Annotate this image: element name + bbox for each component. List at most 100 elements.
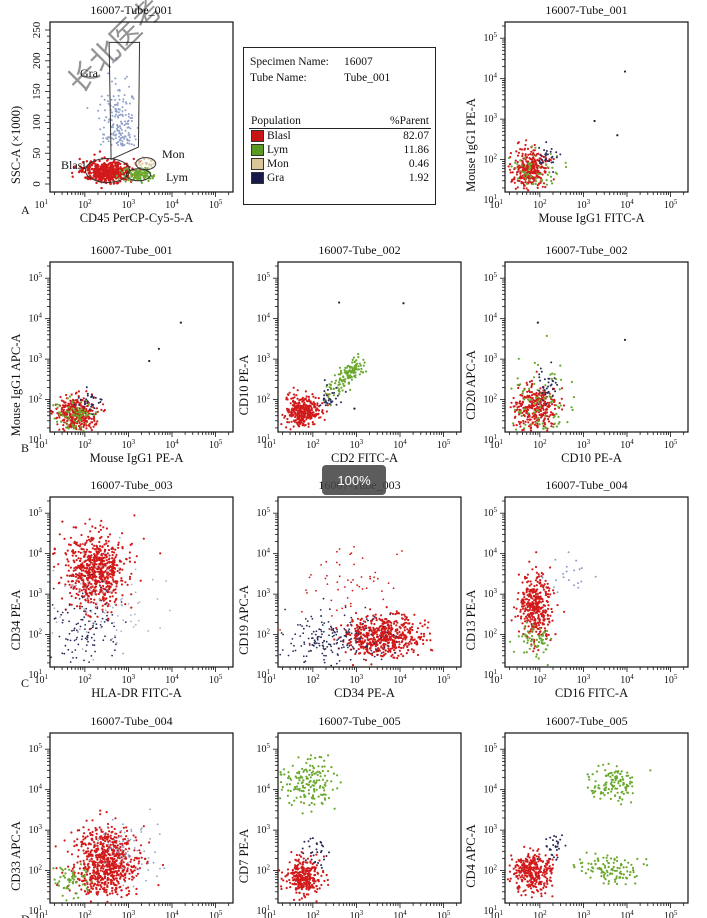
event-dot	[86, 394, 89, 397]
event-dot	[540, 403, 543, 406]
event-dot	[542, 393, 545, 396]
event-dot	[349, 388, 352, 391]
event-dot	[104, 179, 108, 183]
event-dot	[411, 629, 414, 632]
event-dot	[294, 415, 297, 419]
event-dot	[551, 166, 554, 169]
event-dot	[108, 557, 111, 560]
event-dot	[523, 167, 527, 170]
event-dot	[558, 388, 561, 391]
event-dot	[390, 624, 393, 627]
event-dot	[298, 411, 301, 415]
event-dot	[416, 641, 419, 644]
event-dot	[130, 172, 133, 175]
event-dot	[350, 376, 353, 379]
event-dot	[91, 585, 94, 588]
event-dot	[362, 633, 365, 636]
event-dot	[134, 623, 137, 626]
event-dot	[537, 172, 540, 175]
event-dot	[65, 638, 67, 640]
event-dot	[75, 414, 78, 417]
event-dot	[77, 643, 80, 646]
event-dot	[391, 647, 394, 650]
event-dot	[541, 392, 544, 394]
event-dot	[556, 383, 559, 386]
x-tick-label: 101	[35, 198, 49, 211]
event-dot	[142, 172, 145, 175]
event-dot	[102, 165, 105, 168]
event-dot	[323, 390, 326, 393]
event-dot	[410, 648, 413, 651]
event-dot	[57, 563, 60, 566]
event-dot	[101, 596, 105, 599]
event-dot	[95, 602, 98, 604]
event-dot	[292, 425, 295, 428]
event-dot	[78, 572, 81, 575]
event-dot	[329, 398, 332, 401]
event-dot	[87, 597, 90, 600]
event-dot	[290, 411, 293, 414]
event-dot	[134, 613, 136, 616]
event-dot	[544, 393, 547, 396]
event-dot	[293, 396, 296, 399]
event-dot	[76, 414, 79, 417]
event-dot	[85, 386, 88, 389]
event-dot	[72, 526, 75, 529]
event-dot	[523, 427, 526, 430]
event-dot	[529, 427, 532, 430]
event-dot	[137, 176, 140, 179]
event-dot	[324, 404, 327, 407]
event-dot	[109, 182, 112, 186]
event-dot	[558, 421, 561, 424]
event-dot	[53, 565, 56, 568]
event-dot	[105, 555, 108, 558]
event-dot	[115, 585, 118, 588]
event-dot	[133, 135, 136, 138]
event-dot	[90, 537, 93, 541]
event-dot	[371, 644, 374, 647]
event-dot	[550, 161, 553, 164]
y-tick-label: 103	[484, 352, 498, 365]
event-dot	[350, 378, 353, 381]
event-dot	[77, 411, 80, 414]
event-dot	[517, 177, 520, 180]
event-dot	[533, 168, 536, 171]
event-dot	[66, 423, 69, 426]
event-dot	[530, 391, 534, 394]
event-dot	[528, 391, 532, 394]
event-dot	[116, 564, 119, 567]
event-dot	[100, 552, 103, 556]
event-dot	[112, 95, 115, 98]
event-dot	[351, 361, 354, 364]
event-dot	[134, 138, 137, 141]
event-dot	[56, 423, 59, 426]
event-dot	[114, 636, 116, 639]
x-tick-label: 104	[165, 438, 179, 451]
event-dot	[81, 596, 84, 599]
event-dot	[60, 613, 62, 616]
event-dot	[400, 653, 403, 656]
event-dot	[72, 401, 75, 404]
event-dot	[293, 400, 297, 404]
event-dot	[59, 616, 61, 618]
event-dot	[117, 615, 119, 617]
event-dot	[106, 571, 110, 574]
event-dot	[307, 395, 310, 398]
event-dot	[106, 605, 109, 608]
event-dot	[541, 161, 544, 164]
event-dot	[50, 412, 53, 415]
event-dot	[547, 420, 551, 423]
event-dot	[145, 172, 148, 175]
event-dot	[84, 402, 86, 405]
event-dot	[537, 407, 540, 410]
event-dot	[562, 404, 566, 407]
event-dot	[305, 399, 308, 402]
gate-label-lym: Lym	[166, 170, 189, 184]
event-dot	[106, 614, 108, 617]
event-dot	[118, 571, 121, 574]
event-dot	[70, 595, 73, 598]
y-tick-label: 103	[257, 587, 271, 600]
event-dot	[84, 414, 88, 417]
event-dot	[375, 631, 378, 634]
